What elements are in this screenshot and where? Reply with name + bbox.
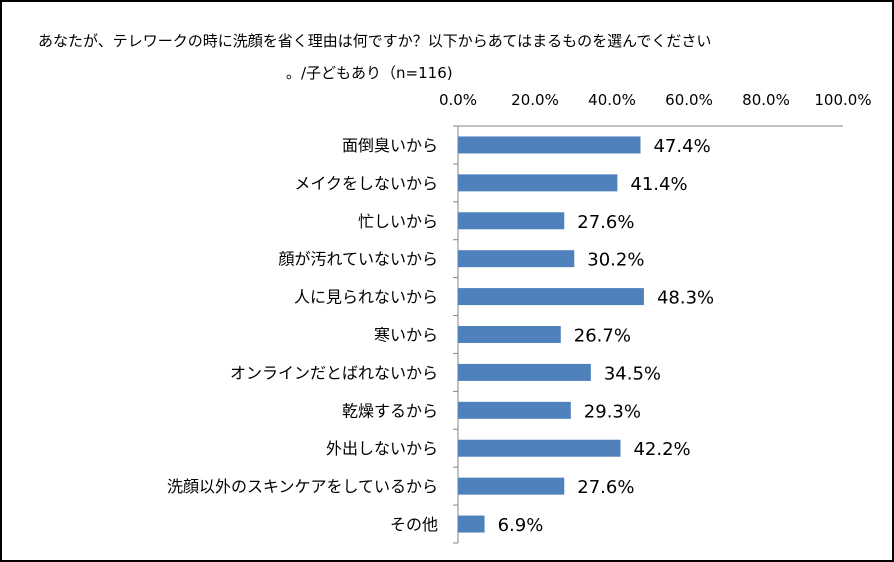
category-label: 寒いから <box>374 326 438 345</box>
bar <box>458 363 591 381</box>
data-label: 27.6% <box>577 212 634 233</box>
x-tick-label: 60.0% <box>665 91 713 109</box>
category-label: 面倒臭いから <box>342 136 438 155</box>
data-label: 6.9% <box>498 515 544 536</box>
bar <box>458 212 565 230</box>
category-label: 顔が汚れていないから <box>278 250 438 269</box>
bars <box>458 136 644 533</box>
x-axis-ticks: 0.0% 20.0% 40.0% 60.0% 80.0% 100.0% <box>439 91 872 109</box>
bar <box>458 439 621 457</box>
x-tick-label: 100.0% <box>814 91 871 109</box>
category-label: 乾燥するから <box>342 401 438 420</box>
data-label: 42.2% <box>633 439 690 460</box>
category-label: オンラインだとばれないから <box>230 363 438 382</box>
bar <box>458 401 571 419</box>
data-labels: 47.4% 41.4% 27.6% 30.2% 48.3% 26.7% 34.5% 29.3%… <box>498 136 715 536</box>
x-tick-label: 20.0% <box>511 91 559 109</box>
category-label: 人に見られないから <box>294 288 438 307</box>
category-label: 外出しないから <box>326 439 438 458</box>
category-label: メイクをしないから <box>294 174 438 193</box>
data-label: 30.2% <box>587 250 644 271</box>
bar <box>458 515 485 533</box>
x-tick-label: 80.0% <box>742 91 790 109</box>
chart-title: あなたが、テレワークの時に洗顔を省く理由は何ですか？以下からあてはまるものを選ん… <box>38 32 712 50</box>
bar <box>458 288 644 306</box>
data-label: 47.4% <box>653 136 710 157</box>
bar <box>458 136 641 154</box>
x-tick-label: 0.0% <box>439 91 477 109</box>
category-label: 洗顔以外のスキンケアをしているから <box>167 477 438 496</box>
x-tick-label: 40.0% <box>588 91 636 109</box>
data-label: 41.4% <box>630 174 687 195</box>
chart-subtitle: 。/子どもあり（n=116) <box>286 64 453 82</box>
bar <box>458 250 575 268</box>
bar <box>458 326 561 343</box>
data-label: 34.5% <box>604 363 661 384</box>
data-label: 27.6% <box>577 477 634 498</box>
bar <box>458 477 565 495</box>
data-label: 26.7% <box>574 326 631 347</box>
category-label: 忙しいから <box>358 212 438 231</box>
category-labels: 面倒臭いからメイクをしないから忙しいから顔が汚れていないから人に見られないから寒… <box>167 136 438 534</box>
category-label: その他 <box>390 515 438 534</box>
bar <box>458 174 618 192</box>
data-label: 29.3% <box>584 401 641 422</box>
data-label: 48.3% <box>657 288 714 309</box>
